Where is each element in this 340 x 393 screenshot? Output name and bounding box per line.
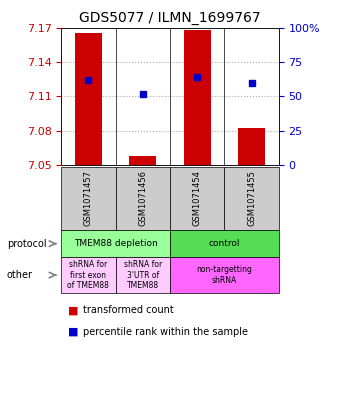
Text: other: other [7,270,33,280]
Text: GSM1071454: GSM1071454 [193,171,202,226]
Text: protocol: protocol [7,239,47,249]
Text: control: control [209,239,240,248]
Text: ■: ■ [68,305,79,316]
Bar [184,30,211,165]
Title: GDS5077 / ILMN_1699767: GDS5077 / ILMN_1699767 [79,11,261,25]
Text: shRNA for
first exon
of TMEM88: shRNA for first exon of TMEM88 [67,260,109,290]
Bar [75,33,102,165]
Bar [238,129,265,165]
Text: ■: ■ [68,327,79,337]
Text: GSM1071456: GSM1071456 [138,171,147,226]
Text: percentile rank within the sample: percentile rank within the sample [83,327,248,337]
Text: GSM1071455: GSM1071455 [247,171,256,226]
Text: transformed count: transformed count [83,305,174,316]
Text: GSM1071457: GSM1071457 [84,171,93,226]
Text: TMEM88 depletion: TMEM88 depletion [74,239,157,248]
Text: shRNA for
3'UTR of
TMEM88: shRNA for 3'UTR of TMEM88 [124,260,162,290]
Text: non-targetting
shRNA: non-targetting shRNA [197,265,252,285]
Bar [129,156,156,165]
